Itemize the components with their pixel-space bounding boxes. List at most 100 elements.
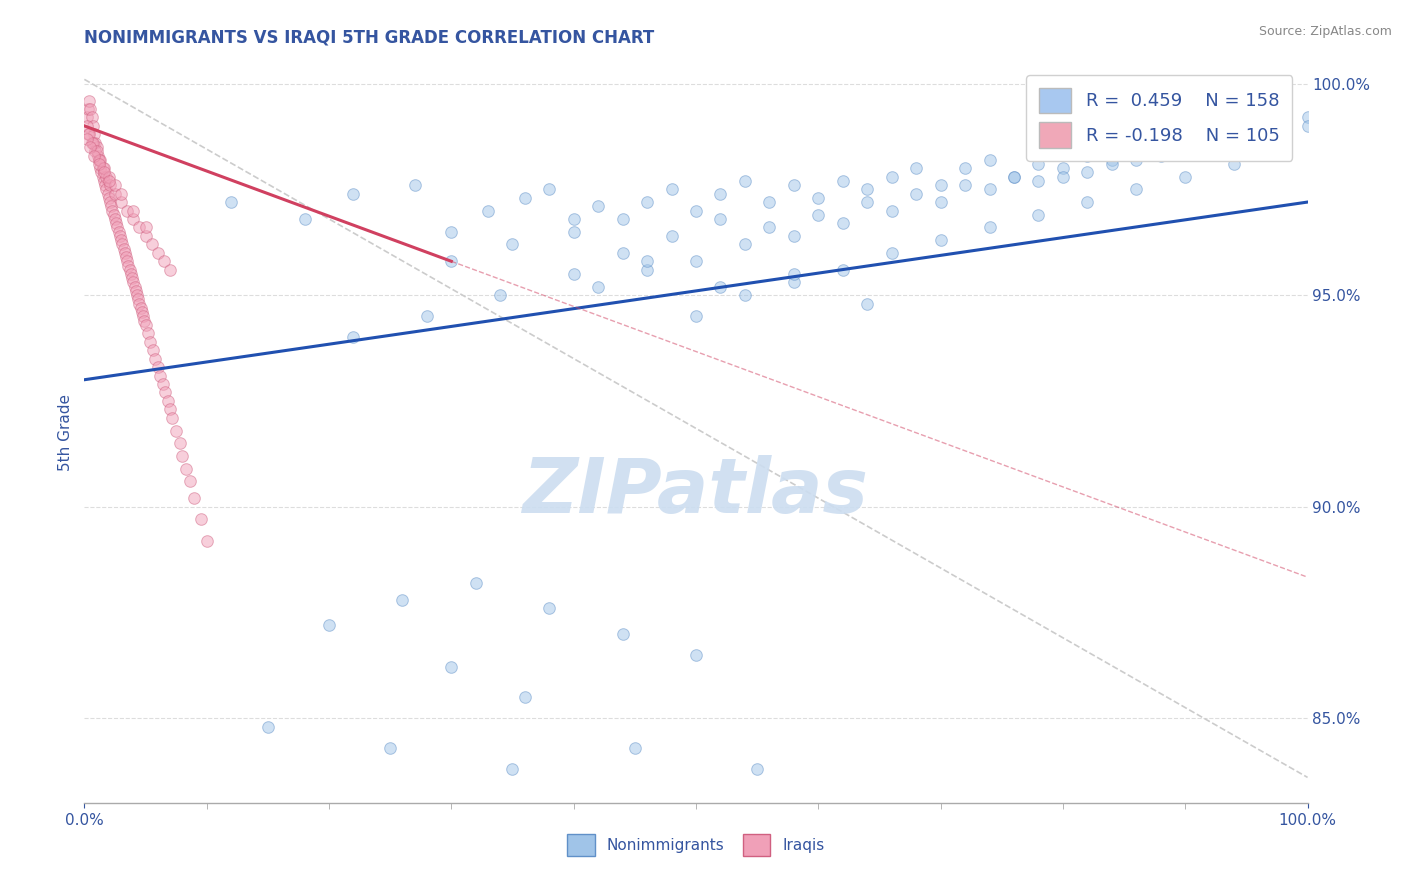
Point (783, 267, 806, 281)
Point (636, 254, 658, 268)
Point (612, 245, 634, 260)
Point (165, 424, 187, 438)
Point (179, 475, 201, 489)
Point (139, 334, 162, 349)
Point (120, 267, 142, 281)
Point (586, 199, 609, 213)
Point (93, 161, 115, 176)
Point (391, 592, 413, 607)
Point (685, 648, 707, 662)
Point (82, 136, 104, 150)
Point (97, 169, 120, 184)
Point (1028, 174, 1050, 188)
Point (586, 279, 609, 293)
Point (1198, 136, 1220, 150)
Point (115, 203, 138, 218)
Point (105, 216, 128, 230)
Text: ZIPatlas: ZIPatlas (523, 455, 869, 529)
Point (709, 279, 731, 293)
Point (110, 186, 132, 201)
Point (856, 195, 879, 210)
Point (380, 740, 402, 755)
Point (93, 165, 115, 179)
Point (128, 296, 150, 310)
Point (87, 153, 110, 167)
Point (1272, 123, 1295, 137)
Point (132, 310, 155, 324)
Point (807, 191, 830, 205)
Point (709, 186, 731, 201)
Point (477, 203, 499, 218)
Point (108, 228, 131, 243)
Point (1150, 136, 1173, 150)
Point (195, 533, 218, 548)
Point (76, 111, 98, 125)
Point (121, 271, 143, 285)
Point (1076, 148, 1098, 162)
Point (112, 242, 135, 256)
Point (115, 254, 138, 268)
Point (856, 182, 879, 196)
Point (93, 174, 115, 188)
Point (76, 131, 98, 145)
Point (91, 169, 114, 184)
Point (117, 259, 139, 273)
Point (149, 368, 172, 383)
Point (502, 237, 524, 252)
Point (880, 245, 903, 260)
Point (134, 313, 156, 327)
Point (1101, 157, 1123, 171)
Point (1223, 136, 1246, 150)
Point (1125, 153, 1147, 167)
Point (169, 436, 191, 450)
Point (110, 233, 132, 247)
Point (624, 740, 647, 755)
Point (91, 161, 114, 176)
Point (153, 254, 176, 268)
Point (87, 157, 110, 171)
Point (1247, 131, 1270, 145)
Point (152, 376, 174, 391)
Point (94, 178, 117, 193)
Point (90, 165, 112, 179)
Point (685, 203, 707, 218)
Point (125, 288, 148, 302)
Point (96, 169, 118, 184)
Point (1296, 119, 1319, 133)
Point (807, 208, 830, 222)
Point (76, 119, 98, 133)
Point (135, 318, 157, 332)
Point (97, 186, 120, 201)
Point (1174, 169, 1197, 184)
Point (83, 148, 105, 162)
Point (831, 262, 853, 277)
Point (1028, 208, 1050, 222)
Text: Source: ZipAtlas.com: Source: ZipAtlas.com (1258, 25, 1392, 38)
Point (562, 225, 585, 239)
Point (709, 211, 731, 226)
Point (111, 237, 134, 252)
Point (136, 326, 159, 341)
Point (734, 237, 756, 252)
Point (1076, 195, 1098, 210)
Point (1052, 161, 1074, 176)
Point (636, 195, 658, 210)
Point (159, 262, 181, 277)
Point (131, 305, 153, 319)
Point (174, 461, 197, 475)
Point (612, 211, 634, 226)
Point (294, 211, 316, 226)
Point (104, 186, 127, 201)
Point (318, 618, 340, 632)
Point (1272, 119, 1295, 133)
Point (162, 410, 184, 425)
Point (129, 301, 152, 315)
Point (104, 211, 127, 226)
Point (783, 228, 806, 243)
Point (101, 203, 124, 218)
Point (562, 211, 585, 226)
Point (661, 182, 683, 196)
Point (513, 690, 536, 704)
Point (831, 216, 853, 230)
Point (464, 575, 486, 590)
